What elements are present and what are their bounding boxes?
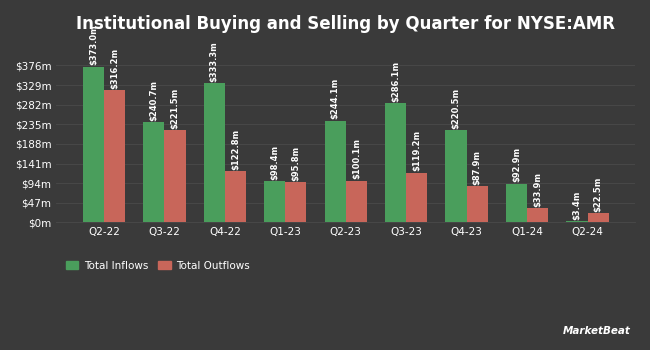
- Legend: Total Inflows, Total Outflows: Total Inflows, Total Outflows: [62, 257, 254, 275]
- Bar: [164, 130, 185, 223]
- Bar: [346, 181, 367, 223]
- Title: Institutional Buying and Selling by Quarter for NYSE:AMR: Institutional Buying and Selling by Quar…: [76, 15, 616, 33]
- Bar: [143, 122, 164, 223]
- Text: $98.4m: $98.4m: [270, 145, 280, 180]
- Text: $221.5m: $221.5m: [170, 88, 179, 129]
- Text: $286.1m: $286.1m: [391, 61, 400, 102]
- Text: $95.8m: $95.8m: [291, 146, 300, 181]
- Bar: [445, 131, 467, 223]
- Text: $92.9m: $92.9m: [512, 147, 521, 182]
- Text: $3.4m: $3.4m: [573, 190, 582, 220]
- Bar: [506, 184, 527, 223]
- Text: $100.1m: $100.1m: [352, 138, 361, 180]
- Text: $122.8m: $122.8m: [231, 129, 240, 170]
- Text: $316.2m: $316.2m: [110, 48, 119, 89]
- Bar: [566, 221, 588, 223]
- Bar: [385, 103, 406, 223]
- Bar: [527, 208, 548, 223]
- Text: $87.9m: $87.9m: [473, 149, 482, 184]
- Text: $333.3m: $333.3m: [210, 41, 219, 82]
- Bar: [225, 171, 246, 223]
- Bar: [324, 120, 346, 223]
- Bar: [285, 182, 306, 223]
- Bar: [104, 90, 125, 223]
- Text: $240.7m: $240.7m: [150, 80, 159, 121]
- Bar: [83, 67, 104, 223]
- Text: $22.5m: $22.5m: [593, 176, 603, 212]
- Text: $119.2m: $119.2m: [412, 130, 421, 172]
- Bar: [467, 186, 488, 223]
- Bar: [264, 181, 285, 223]
- Text: $220.5m: $220.5m: [452, 88, 461, 129]
- Text: $373.0m: $373.0m: [89, 25, 98, 65]
- Text: MarketBeat: MarketBeat: [563, 326, 630, 336]
- Text: $244.1m: $244.1m: [331, 78, 340, 119]
- Text: $33.9m: $33.9m: [533, 172, 542, 207]
- Bar: [588, 213, 608, 223]
- Bar: [203, 83, 225, 223]
- Bar: [406, 173, 427, 223]
